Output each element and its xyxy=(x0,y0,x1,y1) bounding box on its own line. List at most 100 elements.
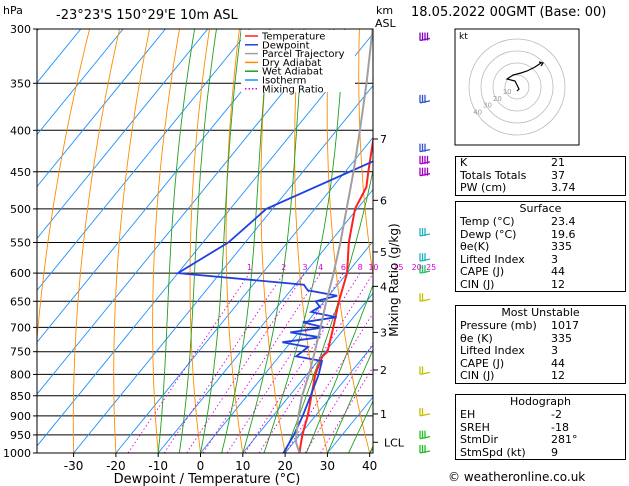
isotherm-line xyxy=(73,84,373,453)
isotherm-line xyxy=(37,29,166,188)
pressure-tick-label: 400 xyxy=(10,124,31,137)
hodograph-ring-label: 10 xyxy=(503,88,512,96)
height-tick-label: 2 xyxy=(380,364,387,377)
isotherm-line xyxy=(284,344,373,453)
hodograph-trace xyxy=(505,62,542,92)
isotherm-line xyxy=(37,29,124,136)
index-row: K 21 xyxy=(460,156,565,169)
height-tick-label: LCL xyxy=(384,436,405,449)
height-tick-label: 1 xyxy=(380,408,387,421)
hodograph-frame xyxy=(454,28,580,146)
index-row: PW (cm) 3.74 xyxy=(460,181,576,194)
mu-row: CIN (J) 12 xyxy=(460,369,565,382)
mixing-ratio-label: 15 xyxy=(393,263,403,272)
height-tick-label: 4 xyxy=(380,280,387,293)
hodo-row: EH -2 xyxy=(460,408,562,421)
x-axis-label: Dewpoint / Temperature (°C) xyxy=(114,472,301,486)
dry-adiabat xyxy=(37,29,91,345)
legend-entry: Mixing Ratio xyxy=(262,84,324,95)
wind-barb-staff xyxy=(419,298,431,302)
legend-entry: Isotherm xyxy=(262,76,306,87)
mixing-ratio-line xyxy=(285,312,373,453)
pressure-tick-label: 1000 xyxy=(3,447,31,460)
hodograph-ring-label: 20 xyxy=(493,95,502,103)
surface-row: CAPE (J) 44 xyxy=(460,265,565,278)
temp-tick-label: 30 xyxy=(320,459,335,473)
mixing-ratio-line xyxy=(163,272,285,453)
pressure-unit: hPa xyxy=(3,4,23,17)
isotherm-line xyxy=(157,188,373,453)
temp-tick-label: 0 xyxy=(197,459,205,473)
wet-adiabat xyxy=(157,29,196,453)
temp-tick-label: 40 xyxy=(362,459,377,473)
surface-row: CIN (J) 12 xyxy=(460,277,565,291)
legend-entry: Wet Adiabat xyxy=(262,67,323,78)
hodograph-ring-label: 40 xyxy=(473,109,482,117)
series-line-temperature xyxy=(298,134,373,453)
plot-frame xyxy=(36,28,374,454)
mixing-ratio-label: 20 xyxy=(412,263,422,272)
dry-adiabat xyxy=(72,29,120,453)
wind-barbs xyxy=(419,32,431,454)
hodograph-ring xyxy=(504,74,530,100)
height-tick-label: 7 xyxy=(380,133,387,146)
hodograph-table: Hodograph EH -2 SREH -18 StmDir 281° StmSpd… xyxy=(455,394,626,460)
mu-row: Pressure (mb) 1017 xyxy=(460,319,579,332)
pressure-tick-label: 900 xyxy=(10,410,31,423)
background-lines xyxy=(37,29,373,453)
mixing-ratio-label: 2 xyxy=(281,263,286,272)
isotherm-line xyxy=(37,29,251,292)
wet-adiabat xyxy=(263,29,346,453)
axes: 1 2 3 4 6 8 10 15 20 2530035040045050055060065070… xyxy=(3,23,436,473)
height-unit: km xyxy=(376,4,393,17)
hodo-row: SREH -18 xyxy=(460,420,569,434)
temp-tick-label: 10 xyxy=(235,459,250,473)
mixing-ratio-label: 25 xyxy=(426,263,436,272)
pressure-tick-label: 700 xyxy=(10,321,31,334)
location-title: -23°23'S 150°29'E 10m ASL xyxy=(56,8,238,23)
wet-adiabat xyxy=(242,29,305,453)
dry-adiabat xyxy=(113,29,150,453)
wet-adiabat xyxy=(178,29,217,453)
mixing-ratio-label: 4 xyxy=(318,263,323,272)
hodograph-ring xyxy=(480,50,554,124)
pressure-tick-label: 350 xyxy=(10,77,31,90)
legend-entry: Temperature xyxy=(261,32,325,43)
temp-tick-label: -10 xyxy=(148,459,168,473)
mixing-ratio-label: 6 xyxy=(341,263,346,272)
hodo-row: StmDir 281° xyxy=(460,433,578,446)
temp-tick-label: 20 xyxy=(277,459,292,473)
mixing-ratio-line xyxy=(226,272,344,453)
legend-entry: Dewpoint xyxy=(262,40,310,51)
dry-adiabat xyxy=(225,29,244,453)
copyright: © weatheronline.co.uk xyxy=(448,470,586,484)
pressure-tick-label: 850 xyxy=(10,390,31,403)
dry-adiabat xyxy=(260,29,286,453)
indices-table: K 21 Totals Totals 37 PW (cm) 3.74 xyxy=(455,156,626,196)
surface-row: Temp (°C) 23.4 xyxy=(460,215,576,228)
pressure-tick-label: 300 xyxy=(10,23,31,36)
surface-table: Surface Temp (°C) 23.4 Dewp (°C) 19.6 θe(K… xyxy=(455,201,626,292)
isotherm-line xyxy=(242,292,373,453)
pressure-tick-label: 500 xyxy=(10,203,31,216)
mu-row: θe (K) 335 xyxy=(460,331,572,345)
legend-entry: Dry Adiabat xyxy=(262,58,321,69)
hodograph-title: Hodograph xyxy=(510,395,571,408)
mixing-ratio-line xyxy=(304,342,373,453)
wind-barb-staff xyxy=(419,371,431,376)
wet-adiabat xyxy=(305,283,373,453)
most-unstable-title: Most Unstable xyxy=(501,306,580,319)
isotherm-line xyxy=(37,29,293,343)
mixing-ratio-line xyxy=(127,272,250,453)
surface-row: Dewp (°C) 19.6 xyxy=(460,227,576,241)
isotherm-line xyxy=(37,29,209,240)
mixing-ratio-line xyxy=(202,272,321,453)
temp-tick-label: -30 xyxy=(64,459,84,473)
pressure-tick-label: 950 xyxy=(10,429,31,442)
surface-title: Surface xyxy=(519,202,562,215)
wet-adiabat xyxy=(348,399,373,453)
wet-adiabat xyxy=(200,29,242,453)
